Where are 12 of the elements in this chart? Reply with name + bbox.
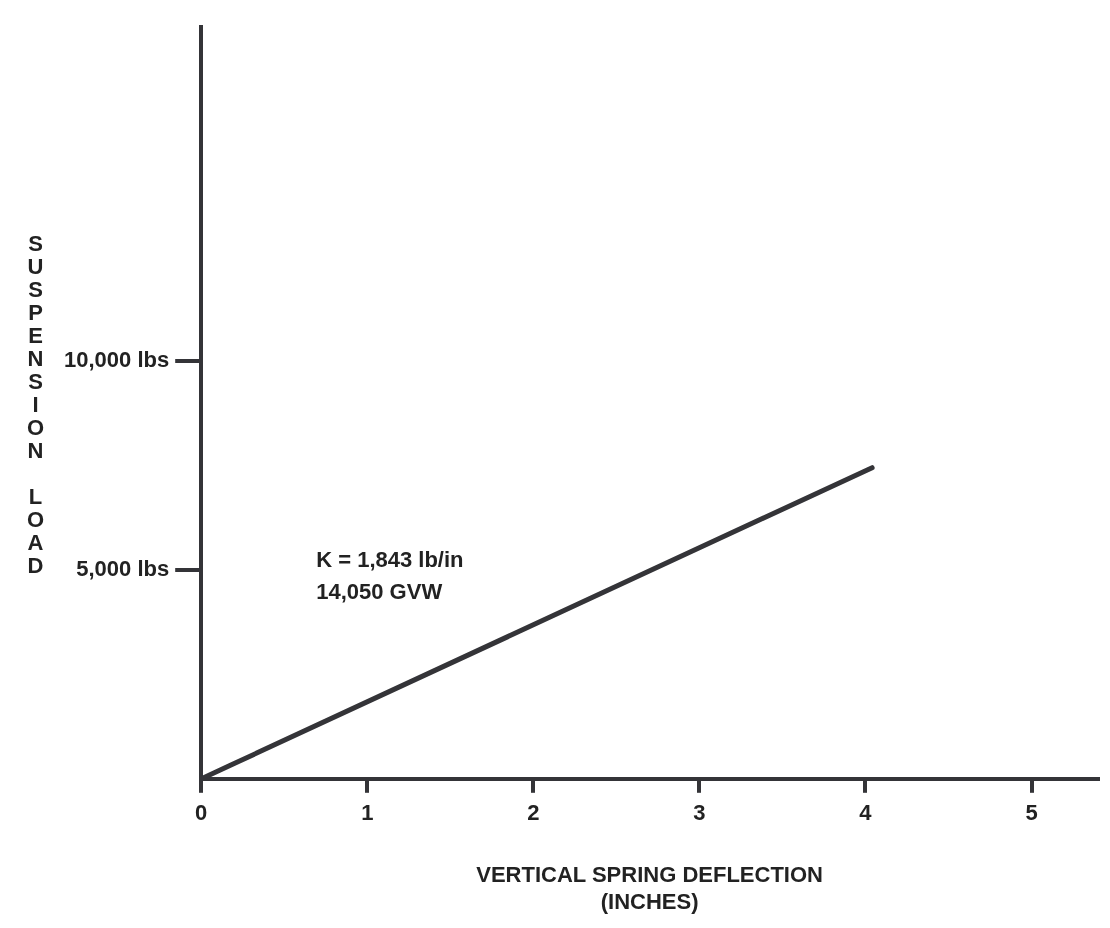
x-axis-title: VERTICAL SPRING DEFLECTION (INCHES): [476, 862, 823, 914]
y-tick-label: 5,000 lbs: [76, 556, 170, 582]
annotation: K = 1,843 lb/in: [316, 547, 464, 573]
x-tick-label: 0: [195, 800, 208, 826]
x-tick-label: 5: [1025, 800, 1038, 826]
x-tick-label: 3: [693, 800, 706, 826]
x-tick-label: 2: [527, 800, 540, 826]
y-axis-title: SUSPENSION LOAD: [22, 230, 48, 576]
x-tick-label: 4: [859, 800, 873, 826]
annotation: 14,050 GVW: [316, 579, 443, 605]
x-tick-label: 1: [361, 800, 374, 826]
y-tick-label: 10,000 lbs: [64, 347, 170, 373]
